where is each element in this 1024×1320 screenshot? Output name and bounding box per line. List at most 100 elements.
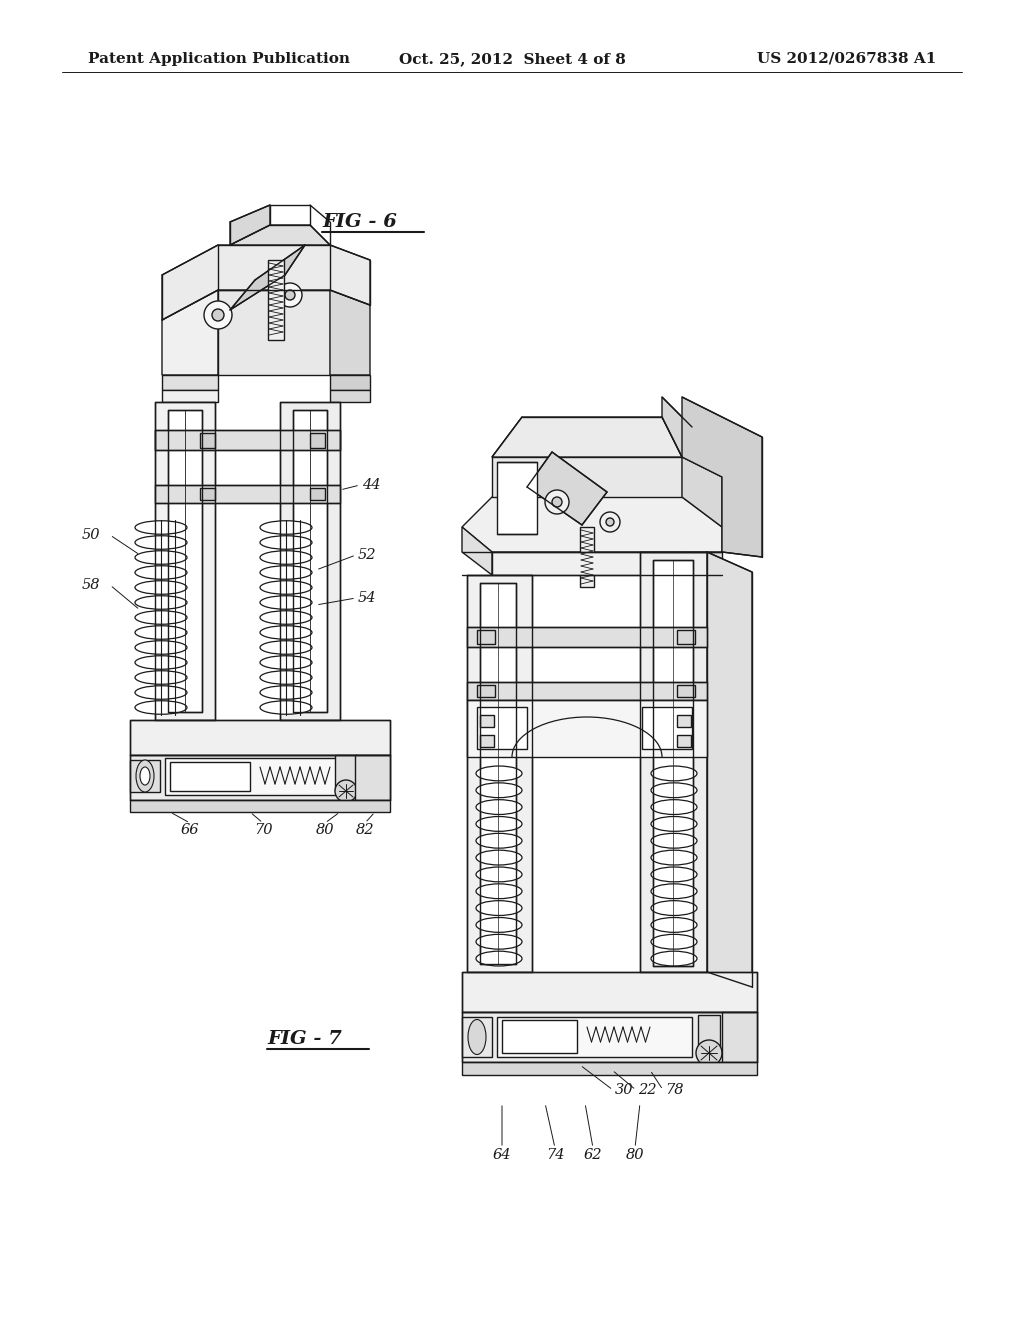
Text: 58: 58	[82, 578, 100, 591]
Polygon shape	[330, 389, 370, 403]
Ellipse shape	[260, 671, 312, 684]
Text: Patent Application Publication: Patent Application Publication	[88, 51, 350, 66]
Text: 52: 52	[358, 548, 377, 562]
Polygon shape	[230, 205, 270, 246]
Text: 70: 70	[254, 822, 272, 837]
Polygon shape	[330, 290, 370, 375]
Ellipse shape	[651, 817, 697, 832]
Polygon shape	[162, 389, 218, 403]
Text: FIG - 6: FIG - 6	[322, 213, 397, 231]
Bar	[677, 715, 691, 727]
Ellipse shape	[651, 900, 697, 916]
Ellipse shape	[476, 884, 522, 899]
Circle shape	[335, 780, 357, 803]
Ellipse shape	[476, 917, 522, 932]
Ellipse shape	[135, 550, 187, 564]
Ellipse shape	[476, 867, 522, 882]
Circle shape	[285, 290, 295, 300]
Ellipse shape	[651, 952, 697, 966]
Polygon shape	[467, 627, 707, 647]
Polygon shape	[462, 972, 757, 1012]
Text: 44: 44	[362, 478, 381, 492]
Ellipse shape	[651, 867, 697, 882]
Text: US 2012/0267838 A1: US 2012/0267838 A1	[757, 51, 936, 66]
Polygon shape	[218, 290, 330, 375]
Ellipse shape	[651, 833, 697, 849]
Polygon shape	[492, 417, 682, 457]
Circle shape	[212, 309, 224, 321]
Bar	[698, 1015, 720, 1053]
Ellipse shape	[651, 884, 697, 899]
Ellipse shape	[135, 581, 187, 594]
Bar	[200, 433, 215, 447]
Text: 22: 22	[638, 1082, 656, 1097]
Ellipse shape	[260, 536, 312, 549]
Polygon shape	[462, 498, 722, 552]
Polygon shape	[355, 755, 390, 800]
Ellipse shape	[651, 935, 697, 949]
Ellipse shape	[140, 767, 150, 785]
Ellipse shape	[135, 686, 187, 700]
Ellipse shape	[135, 701, 187, 714]
Text: 66: 66	[181, 822, 200, 837]
Text: 78: 78	[665, 1082, 683, 1097]
Polygon shape	[280, 403, 340, 719]
Bar	[677, 735, 691, 747]
Ellipse shape	[651, 850, 697, 865]
Text: 80: 80	[626, 1148, 644, 1162]
Circle shape	[600, 512, 620, 532]
Ellipse shape	[651, 783, 697, 797]
Polygon shape	[130, 800, 390, 812]
Circle shape	[204, 301, 232, 329]
Text: 62: 62	[584, 1148, 602, 1162]
Polygon shape	[230, 224, 330, 246]
Ellipse shape	[135, 671, 187, 684]
Polygon shape	[130, 755, 390, 800]
Polygon shape	[467, 576, 532, 972]
Polygon shape	[168, 411, 202, 711]
Bar	[480, 735, 494, 747]
Polygon shape	[155, 403, 215, 719]
Bar	[165, 758, 355, 795]
Ellipse shape	[135, 595, 187, 610]
Ellipse shape	[135, 566, 187, 579]
Text: 30: 30	[615, 1082, 634, 1097]
Ellipse shape	[260, 656, 312, 669]
Polygon shape	[230, 246, 305, 310]
Text: 74: 74	[546, 1148, 564, 1162]
Bar	[497, 462, 537, 535]
Ellipse shape	[260, 640, 312, 655]
Polygon shape	[462, 1012, 757, 1063]
Polygon shape	[662, 397, 692, 457]
Ellipse shape	[260, 566, 312, 579]
Bar	[200, 488, 215, 500]
Ellipse shape	[260, 701, 312, 714]
Bar	[580, 527, 594, 587]
Ellipse shape	[476, 817, 522, 832]
Text: 54: 54	[358, 591, 377, 605]
Ellipse shape	[135, 640, 187, 655]
Bar	[497, 1016, 692, 1057]
Text: 64: 64	[493, 1148, 511, 1162]
Circle shape	[552, 498, 562, 507]
Polygon shape	[467, 682, 707, 700]
Ellipse shape	[476, 833, 522, 849]
Polygon shape	[682, 457, 722, 527]
Polygon shape	[462, 527, 492, 576]
Circle shape	[696, 1040, 722, 1067]
Ellipse shape	[476, 935, 522, 949]
Polygon shape	[492, 552, 682, 576]
Ellipse shape	[468, 1019, 486, 1055]
Polygon shape	[682, 397, 762, 557]
Ellipse shape	[651, 766, 697, 781]
Ellipse shape	[260, 521, 312, 535]
Polygon shape	[722, 1012, 757, 1063]
Ellipse shape	[260, 581, 312, 594]
Bar	[642, 708, 692, 748]
Ellipse shape	[651, 800, 697, 814]
Polygon shape	[293, 411, 327, 711]
Circle shape	[545, 490, 569, 513]
Polygon shape	[162, 246, 370, 319]
Ellipse shape	[476, 800, 522, 814]
Ellipse shape	[135, 536, 187, 549]
